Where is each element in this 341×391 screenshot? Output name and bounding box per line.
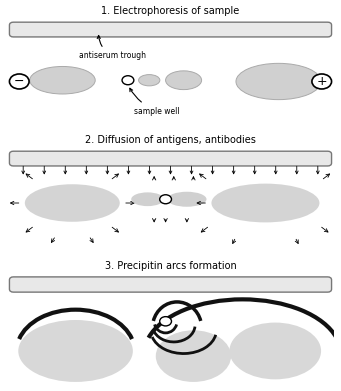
Text: antiserum trough: antiserum trough [79,36,146,61]
Circle shape [160,317,172,326]
FancyBboxPatch shape [10,151,331,166]
Ellipse shape [166,71,202,90]
FancyBboxPatch shape [10,22,331,37]
Ellipse shape [229,323,321,379]
Ellipse shape [236,63,321,100]
Circle shape [160,195,172,204]
Ellipse shape [138,75,160,86]
Ellipse shape [18,320,133,382]
Circle shape [312,74,331,89]
Circle shape [122,76,134,85]
Text: sample well: sample well [130,88,180,115]
Ellipse shape [211,184,320,222]
Ellipse shape [131,192,164,206]
Text: +: + [316,75,327,88]
Text: 3. Precipitin arcs formation: 3. Precipitin arcs formation [105,261,236,271]
Text: 2. Diffusion of antigens, antibodies: 2. Diffusion of antigens, antibodies [85,135,256,145]
Text: −: − [14,75,25,88]
Text: 1. Electrophoresis of sample: 1. Electrophoresis of sample [101,6,240,16]
Ellipse shape [25,184,120,222]
Ellipse shape [156,330,231,382]
FancyBboxPatch shape [10,277,331,292]
Ellipse shape [30,66,95,94]
Circle shape [10,74,29,89]
Ellipse shape [167,192,207,207]
